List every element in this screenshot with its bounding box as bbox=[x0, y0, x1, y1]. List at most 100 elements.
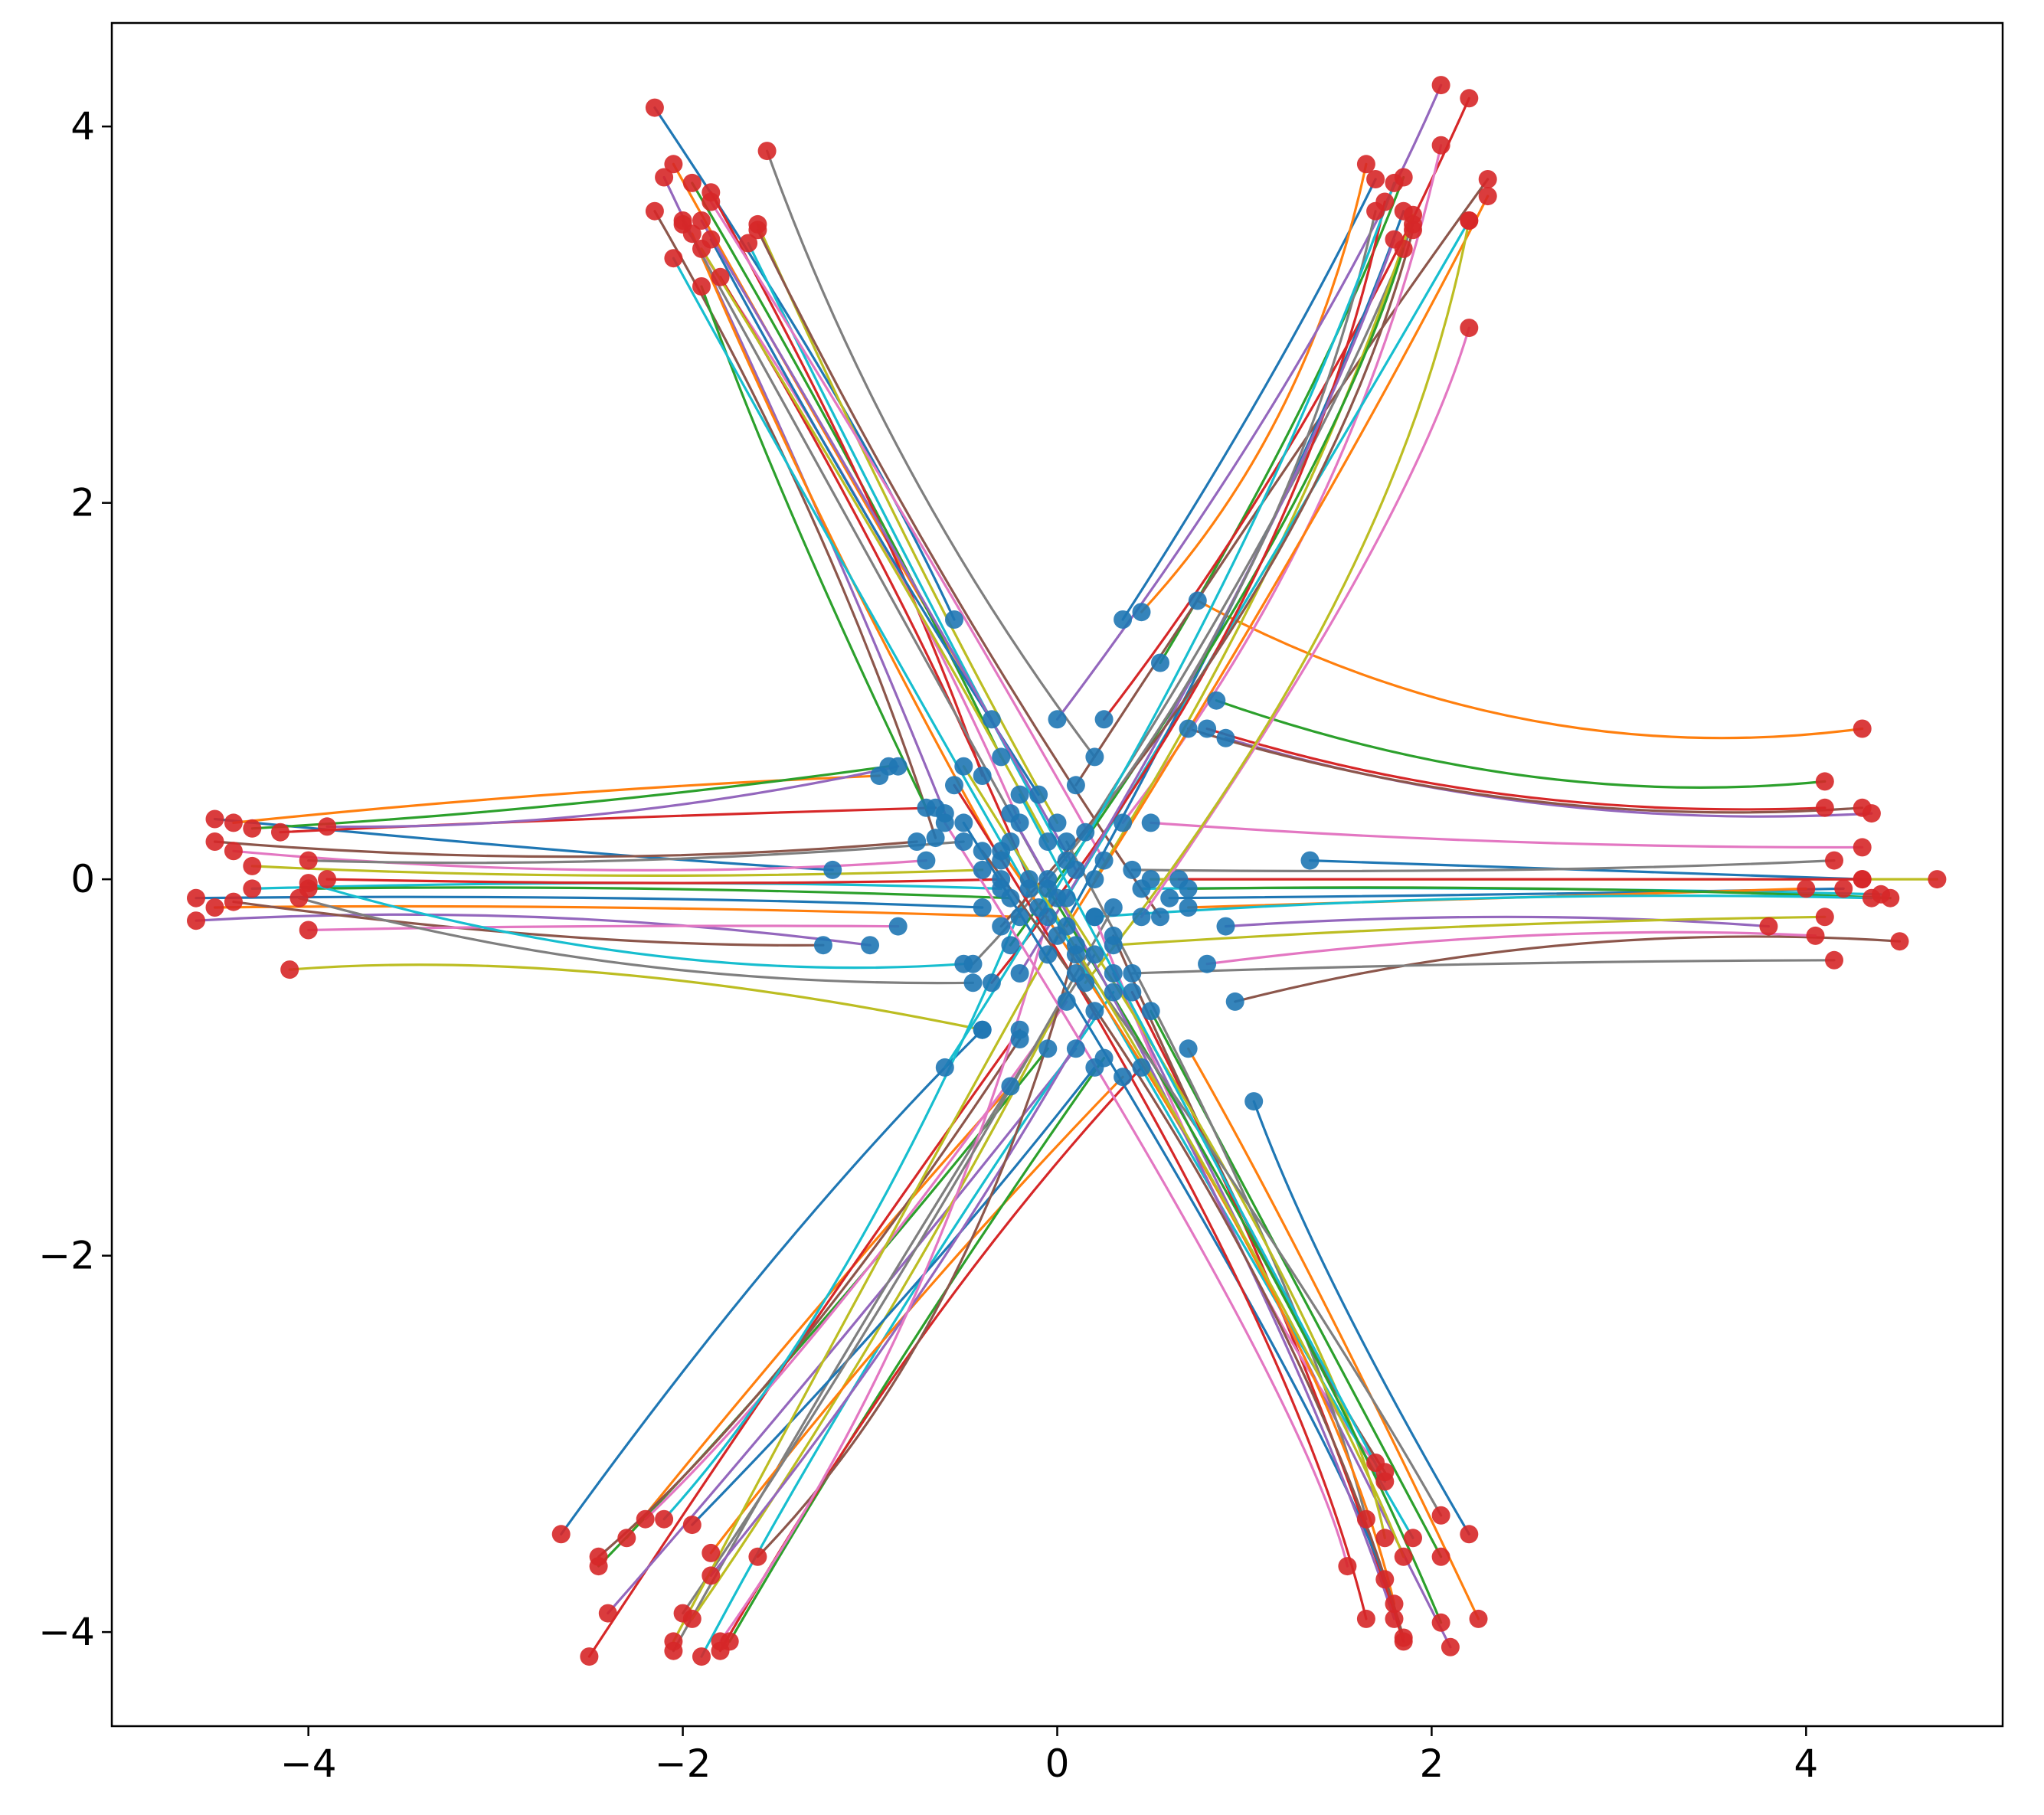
end-point bbox=[205, 809, 224, 829]
end-point bbox=[682, 1516, 702, 1535]
end-point bbox=[682, 173, 702, 192]
end-point bbox=[224, 892, 243, 911]
trajectory-line bbox=[1112, 915, 1827, 947]
end-point bbox=[1394, 201, 1413, 221]
trajectory-line bbox=[1234, 935, 1902, 1003]
end-point bbox=[1478, 187, 1497, 206]
end-point bbox=[711, 1632, 730, 1651]
end-point bbox=[1806, 926, 1825, 945]
start-point bbox=[1216, 917, 1235, 936]
end-point bbox=[318, 870, 337, 889]
end-point bbox=[1460, 211, 1479, 230]
start-point bbox=[1151, 653, 1169, 672]
start-point bbox=[1066, 1039, 1085, 1058]
start-point bbox=[813, 936, 832, 955]
start-point bbox=[917, 851, 936, 870]
end-point bbox=[1460, 1525, 1479, 1544]
end-point bbox=[187, 911, 205, 930]
end-point bbox=[673, 1604, 692, 1623]
end-point bbox=[1431, 1547, 1450, 1566]
trajectory-line bbox=[653, 210, 937, 839]
trajectory-line bbox=[953, 783, 1368, 1620]
start-point bbox=[1123, 964, 1142, 983]
trajectory-line bbox=[756, 223, 1059, 824]
end-point bbox=[702, 1543, 721, 1562]
start-point bbox=[973, 898, 992, 917]
trajectory-line bbox=[1019, 793, 1386, 1483]
end-point bbox=[1404, 1529, 1422, 1548]
end-point bbox=[580, 1647, 599, 1666]
end-point bbox=[1375, 1529, 1395, 1548]
start-point bbox=[1085, 908, 1104, 927]
start-point bbox=[1038, 908, 1058, 927]
trajectory-line bbox=[325, 765, 900, 829]
end-point bbox=[289, 888, 309, 908]
start-point bbox=[1048, 813, 1067, 832]
end-point bbox=[1460, 319, 1479, 338]
start-point bbox=[1038, 1039, 1058, 1058]
end-points bbox=[187, 76, 1947, 1666]
start-point bbox=[1066, 860, 1085, 879]
trajectory-line bbox=[1252, 1100, 1470, 1535]
trajectory-line bbox=[944, 821, 1349, 1568]
start-point bbox=[1114, 1068, 1133, 1087]
end-point bbox=[1890, 932, 1909, 951]
end-point bbox=[1759, 917, 1778, 936]
trajectory-line bbox=[1130, 859, 1836, 873]
end-point bbox=[224, 813, 243, 832]
start-point bbox=[1094, 1048, 1114, 1068]
trajectory-line bbox=[1046, 887, 1443, 1624]
start-point bbox=[1114, 610, 1133, 629]
trajectory-line bbox=[288, 963, 984, 1032]
start-point bbox=[1104, 983, 1123, 1002]
start-point bbox=[992, 747, 1011, 767]
start-point bbox=[1216, 728, 1235, 747]
start-point bbox=[992, 917, 1011, 936]
end-point bbox=[551, 1525, 571, 1544]
start-point bbox=[1010, 908, 1029, 927]
start-point bbox=[1179, 719, 1198, 738]
trajectory-line bbox=[766, 149, 1096, 758]
start-point bbox=[1010, 785, 1029, 804]
end-point bbox=[224, 842, 243, 861]
trajectory-line bbox=[307, 886, 1012, 900]
end-point bbox=[280, 960, 299, 979]
trajectory-line bbox=[232, 901, 825, 947]
start-point bbox=[1076, 822, 1095, 842]
x-tick-label: 4 bbox=[1794, 1741, 1818, 1786]
start-point bbox=[888, 917, 908, 936]
trajectory-line bbox=[307, 924, 900, 932]
end-point bbox=[711, 267, 730, 286]
trajectory-line bbox=[1187, 886, 1892, 900]
start-point bbox=[823, 860, 842, 879]
start-point bbox=[963, 954, 983, 973]
end-point bbox=[1815, 908, 1834, 927]
end-point bbox=[1431, 76, 1450, 95]
end-point bbox=[748, 1547, 767, 1566]
end-point bbox=[1404, 221, 1422, 240]
end-point bbox=[1853, 719, 1872, 738]
start-point bbox=[1104, 898, 1123, 917]
end-point bbox=[243, 819, 262, 838]
trajectory-line bbox=[672, 257, 1040, 909]
start-point bbox=[1141, 813, 1160, 832]
start-point bbox=[1244, 1092, 1264, 1111]
trajectory-line bbox=[1150, 821, 1864, 849]
start-point bbox=[1207, 691, 1226, 710]
end-point bbox=[655, 168, 674, 187]
start-point bbox=[1038, 945, 1058, 964]
start-point bbox=[1010, 1030, 1029, 1048]
start-point bbox=[1198, 954, 1217, 973]
trajectory-line bbox=[728, 1057, 1106, 1643]
start-point bbox=[1188, 591, 1207, 610]
end-point bbox=[1797, 879, 1816, 898]
end-point bbox=[1478, 170, 1497, 188]
trajectory-line bbox=[1121, 178, 1377, 621]
end-point bbox=[1375, 1472, 1395, 1491]
end-point bbox=[645, 201, 664, 221]
start-point bbox=[1057, 832, 1076, 851]
end-point bbox=[692, 211, 711, 230]
trajectory-line bbox=[325, 878, 1002, 885]
start-point bbox=[1169, 870, 1189, 889]
start-point bbox=[982, 710, 1001, 729]
